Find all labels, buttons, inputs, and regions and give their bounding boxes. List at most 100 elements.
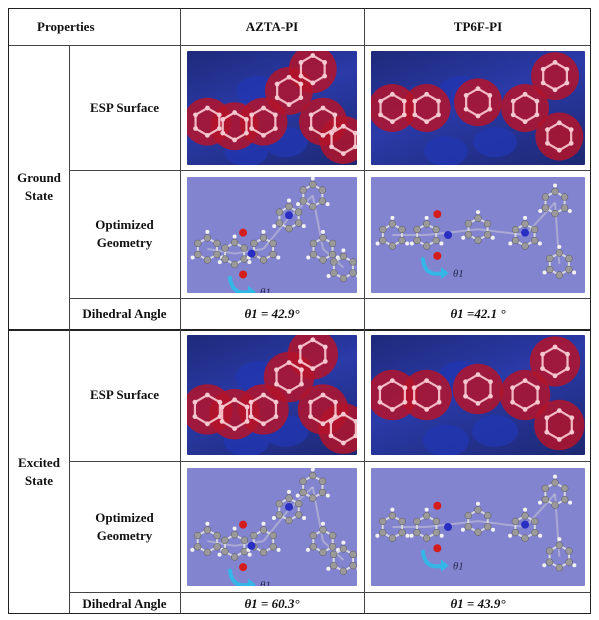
atom — [216, 126, 222, 131]
carbon-atom — [422, 242, 431, 250]
carbon-atom — [328, 239, 337, 248]
carbon-atom — [555, 541, 563, 549]
hydrogen-atom — [326, 566, 331, 571]
excited-geometry-label: Optimized Geometry — [69, 461, 180, 592]
carbon-atom — [330, 550, 338, 559]
carbon-atom — [546, 254, 554, 263]
atom — [534, 98, 540, 104]
atom — [205, 132, 210, 138]
atom — [377, 385, 383, 391]
atom — [412, 98, 418, 104]
carbon-atom — [555, 249, 563, 257]
hydrogen-atom — [276, 255, 281, 260]
excited-geometry-line2: Geometry — [96, 527, 153, 543]
column-divider — [180, 9, 181, 613]
carbon-atom — [240, 255, 248, 263]
dihedral-arrowhead-icon — [248, 578, 256, 586]
carbon-atom — [269, 531, 277, 540]
dihedral-arrow-icon — [228, 568, 252, 586]
atom — [535, 399, 540, 405]
atom — [510, 385, 516, 391]
header-tp6f-pi: TP6F-PI — [453, 19, 503, 34]
hydrogen-atom — [301, 224, 306, 229]
atom — [540, 366, 545, 371]
hydrogen-atom — [572, 563, 577, 568]
nitrogen-atom — [444, 523, 453, 531]
carbon-atom — [339, 567, 348, 575]
atom — [341, 123, 346, 129]
carbon-atom — [464, 220, 473, 228]
atom — [286, 74, 292, 80]
atom — [244, 419, 250, 424]
carbon-atom — [275, 500, 283, 508]
carbon-atom — [422, 220, 431, 228]
esp-positive-region — [529, 336, 581, 387]
carbon-atom — [474, 528, 482, 536]
atom — [232, 426, 237, 431]
carbon-atom — [221, 547, 229, 556]
carbon-atom — [521, 220, 529, 228]
atom — [475, 401, 481, 406]
atom — [568, 140, 574, 146]
carbon-atom — [319, 548, 327, 557]
carbon-atom — [511, 517, 520, 526]
carbon-atom — [269, 543, 277, 551]
carbon-atom — [474, 236, 482, 244]
hydrogen-atom — [310, 177, 315, 181]
carbon-atom — [530, 236, 539, 245]
excited-state-line1: Excited — [18, 455, 60, 470]
carbon-atom — [379, 528, 387, 537]
carbon-atom — [561, 495, 569, 504]
atom — [475, 372, 481, 377]
carbon-atom — [339, 545, 348, 553]
carbon-atom — [349, 550, 357, 559]
carbon-atom — [474, 506, 482, 514]
carbon-atom — [432, 236, 440, 245]
hydrogen-atom — [523, 507, 528, 512]
atom — [510, 98, 516, 104]
atom — [556, 120, 562, 126]
atom — [390, 378, 395, 383]
ground-esp-label: ESP Surface — [90, 99, 159, 115]
excited-azta-geometry-image: θ1 — [187, 468, 357, 586]
atom — [341, 411, 346, 417]
atom — [488, 379, 493, 385]
atom — [310, 366, 316, 371]
dihedral-arrow-icon — [228, 275, 252, 293]
header-azta-pi: AZTA-PI — [245, 19, 299, 34]
atom — [463, 93, 469, 98]
carbon-atom — [339, 252, 348, 261]
carbon-atom — [413, 236, 421, 245]
excited-esp-label: ESP Surface — [90, 387, 159, 402]
nitrogen-atom — [521, 520, 530, 529]
excited-tp6f-dihedral-value: θ1 = 43.9° — [450, 595, 506, 611]
atom — [274, 95, 280, 101]
esp-positive-region — [371, 84, 417, 132]
atom — [522, 407, 528, 412]
carbon-atom — [432, 517, 440, 526]
atom — [522, 119, 528, 125]
carbon-atom — [203, 526, 212, 534]
atom — [286, 389, 292, 394]
dihedral-arrowhead-icon — [440, 559, 449, 572]
atom — [569, 429, 575, 435]
esp-positive-region — [499, 369, 551, 421]
nitrogen-atom — [285, 211, 293, 220]
hydrogen-atom — [537, 500, 542, 505]
atom — [556, 147, 562, 153]
nitrogen-atom — [247, 541, 256, 550]
hydrogen-atom — [341, 248, 346, 253]
carbon-atom — [259, 526, 268, 534]
excited-geometry-line1: Optimized — [95, 509, 154, 525]
atom — [244, 117, 249, 122]
excited-tp6f-esp-image — [371, 335, 585, 455]
hydrogen-atom — [439, 241, 444, 246]
bond — [207, 247, 235, 255]
hydrogen-atom — [537, 241, 542, 246]
atom — [298, 60, 304, 65]
esp-positive-region — [402, 84, 451, 132]
oxygen-atom — [433, 501, 442, 510]
carbon-atom — [521, 512, 529, 520]
esp-positive-region — [454, 78, 502, 127]
atom — [261, 392, 266, 398]
